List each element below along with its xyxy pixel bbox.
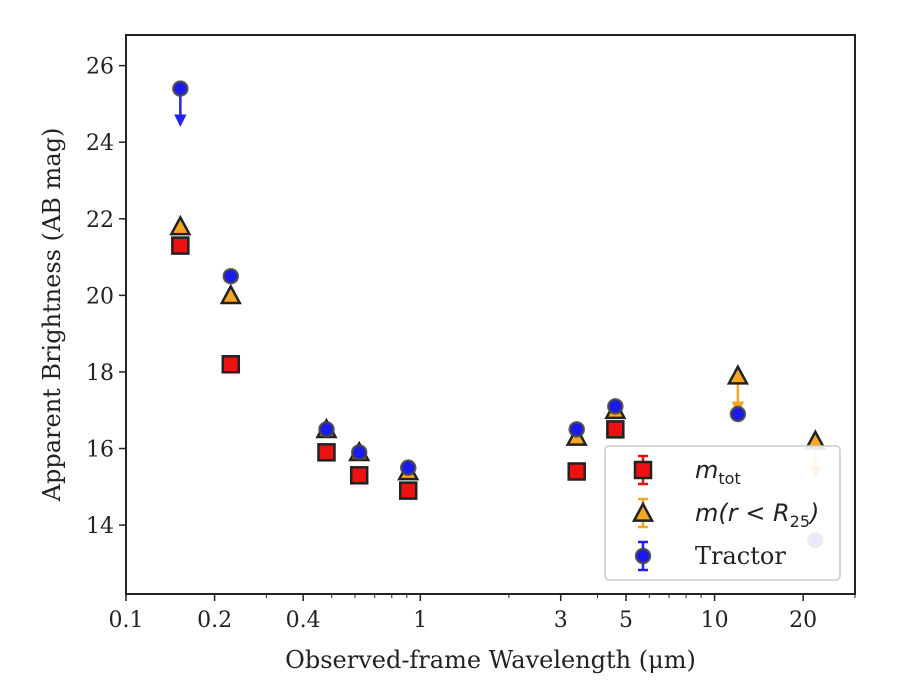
legend-label: mtot bbox=[695, 456, 741, 488]
data-point-square bbox=[221, 355, 241, 374]
y-axis-label: Apparent Brightness (AB mag) bbox=[38, 128, 66, 503]
data-point-triangle bbox=[219, 283, 242, 305]
data-point-square bbox=[398, 481, 418, 500]
legend-label: Tractor bbox=[695, 542, 786, 570]
axis-ticks: 0.1 0.2 0.4 1 3 5 10 20 14 16 18 20 22 24 26 bbox=[86, 55, 856, 633]
legend-box bbox=[604, 445, 841, 581]
x-tick-label: 1 bbox=[413, 608, 427, 633]
y-tick-label: 26 bbox=[86, 55, 114, 80]
legend: mtot m(r < R25) Tractor bbox=[604, 445, 841, 581]
y-tick-label: 14 bbox=[86, 514, 114, 539]
data-point-triangle bbox=[169, 214, 192, 236]
x-tick-label: 0.1 bbox=[109, 608, 144, 633]
series-triangle bbox=[169, 214, 827, 481]
y-tick-label: 20 bbox=[86, 284, 114, 309]
plot-frame bbox=[125, 34, 856, 595]
x-tick-label: 10 bbox=[701, 608, 729, 633]
data-point-square bbox=[567, 462, 586, 481]
x-axis-label: Observed-frame Wavelength (μm) bbox=[285, 646, 696, 674]
data-point-square bbox=[317, 443, 336, 462]
y-tick-label: 16 bbox=[86, 438, 114, 463]
x-tick-label: 5 bbox=[619, 608, 633, 633]
data-point-circle bbox=[399, 459, 417, 476]
data-point-square bbox=[606, 420, 625, 439]
legend-marker-circle bbox=[634, 547, 652, 565]
data-point-circle bbox=[568, 421, 585, 438]
x-tick-label: 0.2 bbox=[197, 608, 232, 633]
legend-marker-square bbox=[633, 460, 653, 480]
series-square bbox=[171, 236, 625, 500]
data-point-circle bbox=[607, 398, 624, 415]
data-point-square bbox=[171, 236, 190, 255]
data-point-circle bbox=[222, 267, 240, 285]
data-point-circle bbox=[350, 444, 368, 461]
data-point-square bbox=[349, 466, 369, 485]
data-point-triangle bbox=[726, 364, 749, 385]
data-point-circle bbox=[729, 405, 747, 423]
x-tick-label: 3 bbox=[554, 608, 568, 633]
data-point-circle bbox=[172, 80, 189, 97]
y-tick-label: 18 bbox=[86, 361, 114, 386]
y-tick-label: 22 bbox=[86, 208, 114, 233]
legend-label: m(r < R25) bbox=[695, 499, 819, 531]
data-point-circle bbox=[318, 421, 335, 438]
x-tick-label: 20 bbox=[789, 608, 817, 633]
y-tick-label: 24 bbox=[86, 131, 114, 156]
legend-marker-triangle bbox=[631, 501, 655, 522]
x-tick-label: 0.4 bbox=[286, 608, 321, 633]
